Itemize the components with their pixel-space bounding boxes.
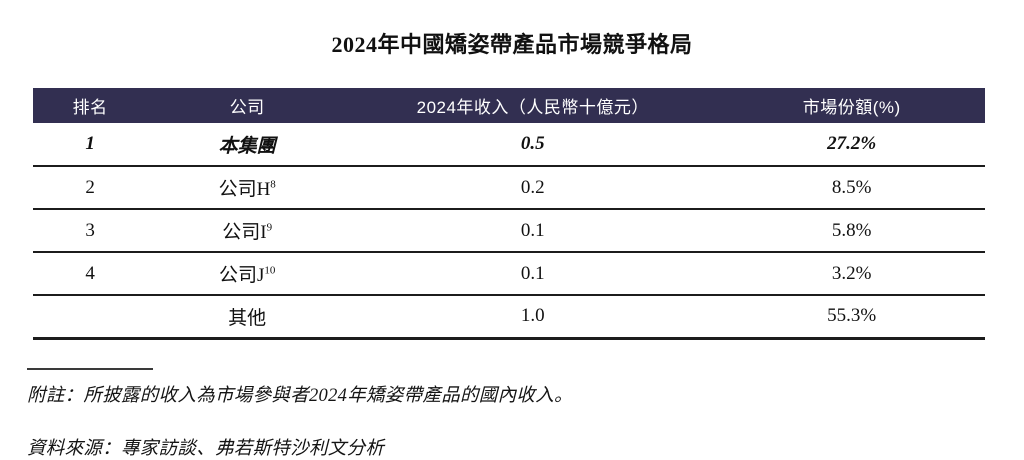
table-row: 其他 1.0 55.3% — [33, 295, 985, 340]
revenue-cell: 1.0 — [347, 295, 719, 340]
company-cell: 公司I9 — [147, 209, 348, 253]
table-row: 4 公司J10 0.1 3.2% — [33, 252, 985, 296]
company-cell: 其他 — [147, 295, 348, 340]
share-cell: 5.8% — [718, 209, 985, 253]
table-row: 2 公司H8 0.2 8.5% — [33, 166, 985, 210]
share-cell: 55.3% — [718, 295, 985, 340]
rank-cell: 3 — [33, 209, 148, 253]
market-competition-table: 排名 公司 2024年收入（人民幣十億元） 市場份額(%) 1 本集團 0.5 … — [33, 88, 985, 340]
column-header-revenue: 2024年收入（人民幣十億元） — [416, 98, 649, 117]
source-text: 資料來源：專家訪談、弗若斯特沙利文分析 — [27, 438, 385, 459]
revenue-cell: 0.2 — [347, 166, 719, 210]
revenue-cell: 0.1 — [347, 252, 719, 296]
share-cell: 8.5% — [718, 166, 985, 210]
column-header-share: 市場份額(%) — [802, 98, 901, 117]
share-cell: 3.2% — [718, 252, 985, 296]
page-title: 2024年中國矯姿帶產品市場競爭格局 — [331, 32, 693, 57]
table-body: 1 本集團 0.5 27.2% 2 公司H8 0.2 8.5% 3 公司I9 0… — [33, 123, 985, 340]
company-cell: 公司J10 — [147, 252, 348, 296]
table-header-row: 排名 公司 2024年收入（人民幣十億元） 市場份額(%) — [33, 88, 985, 123]
footnote-ref: 8 — [270, 178, 276, 191]
footnote-separator-line — [27, 367, 153, 370]
company-cell: 公司H8 — [147, 166, 348, 210]
table-header: 排名 公司 2024年收入（人民幣十億元） 市場份額(%) — [33, 88, 985, 123]
footnote-ref: 9 — [266, 221, 273, 234]
revenue-cell: 0.1 — [347, 209, 719, 253]
revenue-cell: 0.5 — [347, 123, 719, 167]
table-row: 1 本集團 0.5 27.2% — [33, 123, 985, 167]
company-cell: 本集團 — [147, 123, 348, 167]
share-cell: 27.2% — [718, 123, 985, 167]
table-row: 3 公司I9 0.1 5.8% — [33, 209, 985, 253]
footnote-text: 附註：所披露的收入為市場參與者2024年矯姿帶產品的國內收入。 — [27, 385, 573, 406]
rank-cell: 1 — [33, 123, 148, 167]
rank-cell: 2 — [33, 166, 148, 210]
footnote-ref: 10 — [264, 264, 276, 277]
column-header-company: 公司 — [229, 98, 265, 117]
rank-cell: 4 — [33, 252, 148, 296]
rank-cell — [33, 295, 148, 340]
column-header-rank: 排名 — [72, 98, 108, 117]
